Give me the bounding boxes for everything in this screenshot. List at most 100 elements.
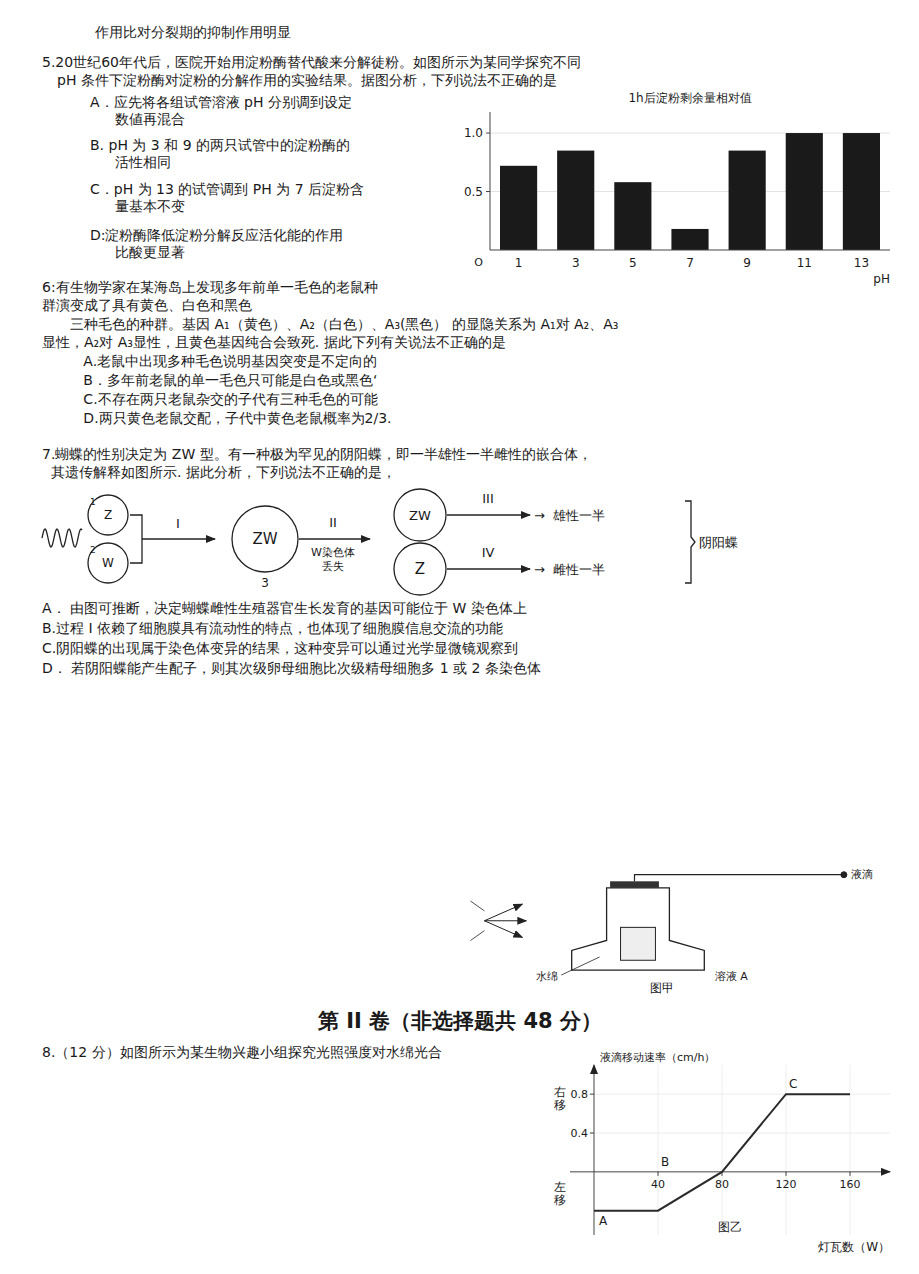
- bars: [500, 133, 880, 250]
- page-text-line: 比酸更显著: [115, 244, 185, 260]
- x-tick-label: 120: [776, 1178, 797, 1191]
- chart-title: 1h后淀粉剩余量相对值: [628, 91, 751, 105]
- page-text-line: 丢失: [322, 560, 344, 573]
- page-text-line: D． 若阴阳蝶能产生配子，则其次级卵母细胞比次级精母细胞多 1 或 2 条染色体: [42, 660, 541, 676]
- guide-line: [470, 931, 484, 941]
- page-text-line: D.两只黄色老鼠交配，子代中黄色老鼠概率为2/3.: [70, 410, 392, 426]
- y-tick: [590, 1094, 594, 1095]
- droplet: [841, 872, 847, 878]
- x-tick-label: 160: [840, 1178, 861, 1191]
- light-ray: [484, 920, 526, 921]
- x-axis-label: pH: [873, 272, 890, 286]
- page-text-line: 阴阳蝶: [699, 535, 738, 550]
- page-text: 作用比对分裂期的抑制作用明显 5.20世纪60年代后，医院开始用淀粉酶替代酸来分解…: [42, 24, 873, 1060]
- data-line: [594, 1094, 850, 1211]
- bar: [843, 133, 880, 250]
- light-ray: [484, 904, 522, 921]
- page-text-line: 1: [90, 497, 96, 507]
- page-text-line: 作用比对分裂期的抑制作用明显: [94, 24, 291, 40]
- brace: [685, 501, 695, 583]
- y-tick: [590, 1133, 594, 1134]
- page-text-line: IV: [482, 545, 495, 560]
- y-tick-label: 0.5: [464, 185, 483, 199]
- y-axis-line: [594, 1065, 595, 1235]
- page-text-line: 数値再混合: [115, 111, 185, 127]
- y-tick: [486, 191, 490, 192]
- light-ray: [484, 921, 522, 938]
- y-tick: [486, 133, 490, 134]
- page-text-line: B.过程 I 依赖了细胞膜具有流动性的特点，也体现了细胞膜信息交流的功能: [42, 620, 503, 636]
- grid-line: [786, 1065, 787, 1235]
- line-chart: 40801201600.40.8灯瓦数（W）液滴移动速率（cm/h）右移左移AB…: [554, 1051, 890, 1254]
- text-line: 右: [554, 1085, 566, 1099]
- direction-label: 右移: [554, 1085, 566, 1112]
- apparatus-diagram: [470, 872, 846, 975]
- page-text-line: ZW: [409, 508, 431, 523]
- bracket: [130, 515, 142, 563]
- page-text-line: pH 条件下淀粉酶对淀粉的分解作用的实验结果。据图分析，下列说法不正确的是: [57, 72, 557, 88]
- x-tick-label: 3: [572, 256, 580, 270]
- x-tick-label: 7: [686, 256, 694, 270]
- cell-circle: [394, 543, 446, 595]
- text-line: 左: [554, 1180, 566, 1194]
- page-text-line: II: [329, 515, 337, 530]
- point-label: A: [599, 1214, 608, 1228]
- page-text-line: 5.20世纪60年代后，医院开始用淀粉酶替代酸来分解徒粉。如图所示为某同学探究不…: [42, 54, 581, 70]
- x-axis-line: [570, 1171, 890, 1172]
- page-text-line: III: [482, 491, 494, 506]
- page-text-line: 水绵: [536, 970, 558, 983]
- page-text-line: C.不存在两只老鼠杂交的子代有三种毛色的可能: [70, 391, 378, 407]
- cell-circle: [88, 543, 128, 583]
- page-text-line: 显性，A₂对 A₃显性，且黄色基因纯合会致死. 据此下列有关说法不正确的是: [42, 334, 506, 350]
- process-arrow: [142, 538, 215, 539]
- page-text-line: 量基本不变: [115, 198, 185, 214]
- x-tick-label: 40: [651, 1178, 665, 1191]
- x-tick-label: 13: [854, 256, 869, 270]
- page-text-line: 7.蝴蝶的性别决定为 ZW 型。有一种极为罕见的阴阳蝶，即一半雄性一半雌性的嵌合…: [42, 446, 592, 462]
- direction-label: 左移: [554, 1180, 566, 1207]
- page-text-line: 三种毛色的种群。基因 A₁（黄色）、A₂（白色）、A₃(黑色） 的显隐关系为 A…: [70, 316, 618, 332]
- cell-circle: [394, 489, 446, 541]
- process-arrow: [447, 514, 530, 515]
- x-tick: [850, 1172, 851, 1176]
- page-text-line: 群演变成了具有黄色、白色和黑色: [42, 297, 252, 313]
- stopper: [610, 881, 659, 888]
- page-text-line: Z: [104, 508, 112, 522]
- wavy-line: [42, 529, 82, 547]
- bar: [614, 182, 651, 250]
- page-text-line: B. pH 为 3 和 9 的两只试管中的淀粉酶的: [90, 137, 350, 153]
- page-text-line: W: [102, 556, 114, 570]
- bar: [671, 229, 708, 250]
- page-text-line: A．应先将各组试管溶液 pH 分别调到设定: [90, 94, 352, 110]
- page-text-line: → 雌性一半: [534, 562, 605, 577]
- butterfly-diagram: [42, 489, 695, 595]
- page-text-line: C.阴阳蝶的出现属于染色体变异的结果，这种变异可以通过光学显微镜观察到: [42, 640, 518, 656]
- bar: [500, 166, 537, 250]
- lines: [594, 1094, 850, 1211]
- x-tick-label: 9: [743, 256, 751, 270]
- bar-chart: 0.51.01357911131h后淀粉剩余量相对值pHO: [464, 91, 890, 286]
- x-tick-label: 11: [797, 256, 812, 270]
- x-tick-label: 80: [715, 1178, 729, 1191]
- page-text-line: I: [176, 516, 180, 531]
- guide-line: [561, 957, 599, 975]
- x-axis-label: 灯瓦数（W）: [818, 1240, 890, 1254]
- grid-line: [570, 1133, 890, 1134]
- page-text-line: 图甲: [650, 981, 674, 995]
- text-line: 移: [554, 1098, 566, 1112]
- page-text-line: → 雄性一半: [534, 508, 605, 523]
- text-line: 移: [554, 1193, 566, 1207]
- bottle: [572, 888, 705, 970]
- process-arrow: [447, 568, 530, 569]
- page-text-line: A.老鼠中出现多种毛色说明基因突变是不定向的: [70, 353, 377, 369]
- x-tick: [658, 1172, 659, 1176]
- y-axis-line: [490, 112, 491, 250]
- page-text-line: W染色体: [311, 546, 355, 559]
- x-tick-label: 1: [515, 256, 523, 270]
- point-label: B: [661, 1155, 669, 1169]
- x-tick: [786, 1172, 787, 1176]
- cell-circle: [88, 495, 128, 535]
- page-text-line: C．pH 为 13 的试管调到 PH 为 7 后淀粉含: [90, 181, 364, 197]
- bar: [557, 151, 594, 250]
- y-tick-label: 0.8: [571, 1088, 589, 1101]
